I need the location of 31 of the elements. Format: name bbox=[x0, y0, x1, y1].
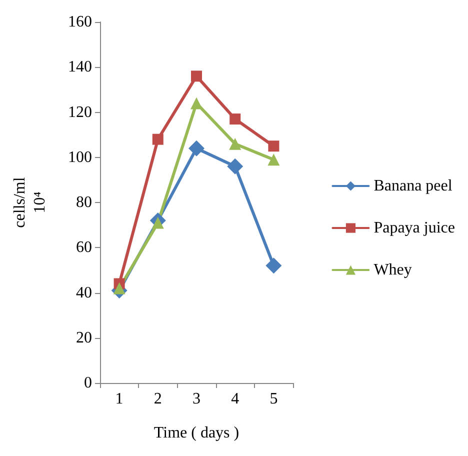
point bbox=[152, 216, 164, 229]
legend-label: Papaya juice bbox=[374, 220, 455, 236]
x-tick-label: 2 bbox=[154, 390, 162, 408]
point bbox=[152, 134, 164, 145]
point bbox=[190, 97, 202, 110]
y-tick-label: 100 bbox=[68, 148, 92, 166]
y-tick-label: 60 bbox=[76, 239, 92, 256]
point bbox=[268, 154, 280, 166]
legend-label: Banana peel bbox=[374, 178, 453, 194]
y-tick-label: 40 bbox=[76, 284, 92, 302]
y-tick-label: 160 bbox=[68, 14, 92, 30]
x-tick-label: 4 bbox=[231, 390, 240, 408]
x-tick-label: 1 bbox=[115, 390, 124, 408]
point bbox=[191, 70, 202, 82]
y-tick-label: 140 bbox=[68, 58, 92, 76]
point bbox=[113, 282, 126, 294]
y-tick-label: 20 bbox=[76, 329, 92, 346]
y-tick-label: 0 bbox=[84, 374, 92, 392]
point bbox=[268, 140, 280, 152]
point bbox=[188, 140, 204, 156]
point bbox=[230, 114, 241, 125]
point bbox=[266, 258, 282, 274]
legend-label: Whey bbox=[374, 262, 412, 278]
y-axis-title: cells/ml 10⁴ bbox=[12, 176, 48, 228]
y-tick-label: 120 bbox=[68, 104, 92, 121]
x-axis-title: Time ( days ) bbox=[154, 424, 240, 442]
point bbox=[229, 138, 242, 150]
x-tick-label: 5 bbox=[270, 390, 278, 408]
y-tick-label: 80 bbox=[76, 194, 92, 211]
x-tick-label: 3 bbox=[192, 390, 200, 408]
point bbox=[227, 158, 244, 174]
